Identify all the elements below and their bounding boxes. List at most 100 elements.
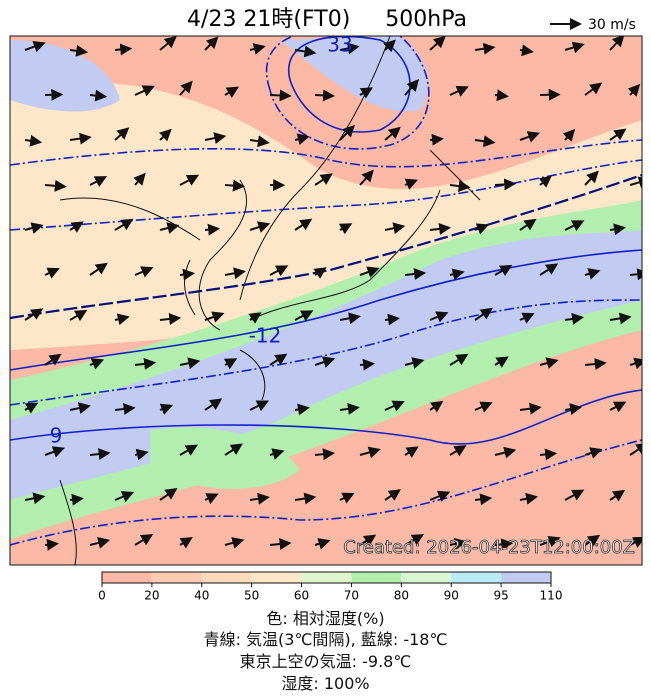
wind-arrow bbox=[384, 400, 405, 412]
wind-arrow bbox=[179, 268, 196, 281]
wind-arrow bbox=[44, 353, 62, 366]
wind-arrow bbox=[474, 493, 493, 506]
wind-arrow bbox=[248, 312, 262, 324]
wind-arrow bbox=[44, 446, 66, 458]
wind-arrow bbox=[519, 131, 540, 143]
colorbar-segment bbox=[501, 572, 551, 583]
humidity-blob bbox=[150, 427, 300, 489]
map bbox=[10, 36, 642, 565]
caption-line: 東京上空の気温: -9.8℃ bbox=[239, 652, 412, 671]
wind-arrow bbox=[629, 268, 642, 281]
temp-contour bbox=[265, 36, 430, 150]
wind-arrow bbox=[429, 490, 451, 502]
wind-arrow bbox=[404, 446, 419, 458]
wind-arrow bbox=[24, 40, 46, 53]
wind-arrow bbox=[474, 223, 490, 235]
wind-arrow bbox=[429, 222, 452, 235]
wind-arrow bbox=[249, 135, 270, 148]
wind-arrow bbox=[519, 218, 537, 231]
coastline bbox=[184, 189, 441, 401]
wind-arrow bbox=[562, 128, 576, 142]
wind-arrow bbox=[564, 41, 585, 54]
wind-arrow bbox=[629, 442, 642, 456]
wind-arrow bbox=[134, 266, 154, 278]
temp-contour bbox=[10, 389, 642, 445]
wind-arrow bbox=[359, 87, 374, 99]
wind-arrow bbox=[609, 401, 627, 413]
wind-arrow bbox=[449, 85, 469, 97]
wind-arrow bbox=[339, 402, 360, 415]
wind-arrow bbox=[404, 178, 419, 190]
wind-arrow bbox=[114, 491, 135, 503]
wind-arrow bbox=[24, 492, 46, 505]
caption-line: 青線: 気温(3℃間隔), 藍線: -18℃ bbox=[203, 630, 448, 649]
map-frame bbox=[9, 35, 643, 566]
wind-arrow bbox=[494, 538, 514, 551]
wind-arrow bbox=[89, 176, 108, 188]
wind-arrow bbox=[494, 89, 509, 102]
wind-arrow bbox=[519, 492, 539, 505]
created-stamp: Created: 2026-04-23T12:00:00Z bbox=[343, 537, 635, 558]
temp-contour bbox=[10, 139, 642, 168]
colorbar-segment bbox=[102, 572, 152, 583]
wind-arrow bbox=[158, 128, 172, 142]
wind-arrow bbox=[204, 398, 223, 411]
wind-arrow bbox=[474, 307, 493, 321]
coastline bbox=[198, 36, 391, 331]
colorbar-segment bbox=[301, 572, 352, 583]
wind-arrow bbox=[204, 493, 219, 505]
colorbar-frame bbox=[101, 571, 552, 584]
wind-arrow bbox=[584, 447, 603, 459]
wind-arrow bbox=[609, 128, 627, 141]
wind-arrow bbox=[538, 175, 552, 188]
wind-arrow bbox=[69, 221, 84, 233]
wind-arrow bbox=[539, 357, 559, 369]
wind-arrow bbox=[609, 312, 632, 325]
wind-arrow bbox=[269, 448, 285, 460]
wind-arrow bbox=[223, 358, 238, 370]
wind-arrow bbox=[269, 89, 292, 102]
wind-arrow bbox=[404, 79, 420, 96]
wind-arrow bbox=[627, 83, 641, 97]
colorbar-tick-label: 50 bbox=[244, 589, 259, 603]
wind-arrow bbox=[24, 308, 44, 321]
wind-arrow bbox=[449, 353, 469, 366]
wind-arrow bbox=[359, 266, 380, 278]
wind-arrow bbox=[294, 403, 310, 416]
wind-arrow bbox=[564, 220, 585, 232]
wind-arrow bbox=[24, 222, 44, 234]
caption-line: 湿度: 100% bbox=[281, 674, 370, 693]
wind-arrow bbox=[134, 448, 149, 461]
wind-arrow bbox=[159, 222, 180, 234]
colorbar-tick-label: 0 bbox=[98, 589, 106, 603]
wind-arrow bbox=[449, 180, 471, 193]
contour-label: 33 bbox=[327, 33, 352, 57]
wind-arrow bbox=[44, 267, 60, 279]
wind-arrow bbox=[494, 356, 509, 368]
wind-arrow bbox=[564, 489, 585, 501]
wind-arrow bbox=[314, 356, 336, 368]
wind-arrow bbox=[134, 85, 155, 97]
wind-arrow bbox=[539, 263, 559, 276]
wind-arrow bbox=[269, 353, 288, 366]
wind-arrow bbox=[89, 262, 108, 276]
wind-arrow bbox=[179, 444, 198, 456]
colorbar-tick-label: 110 bbox=[540, 589, 563, 603]
wind-arrow bbox=[294, 45, 317, 58]
title: 4/23 21時(FT0) 500hPa bbox=[187, 7, 467, 32]
wind-arrow bbox=[339, 42, 360, 55]
contour-label: 9 bbox=[50, 424, 63, 448]
wind-arrow bbox=[249, 492, 270, 505]
wind-arrow bbox=[294, 218, 313, 231]
wind-arrow bbox=[404, 268, 427, 280]
wind-arrow bbox=[449, 537, 467, 550]
wind-arrow bbox=[494, 178, 517, 191]
wind-arrow bbox=[609, 489, 626, 502]
wind-arrow bbox=[204, 36, 219, 51]
wind-arrow bbox=[313, 267, 327, 279]
wind-arrow bbox=[179, 357, 201, 370]
wind-arrow bbox=[269, 265, 289, 277]
wind-arrow bbox=[429, 311, 449, 323]
colorbar-segment bbox=[451, 572, 502, 583]
